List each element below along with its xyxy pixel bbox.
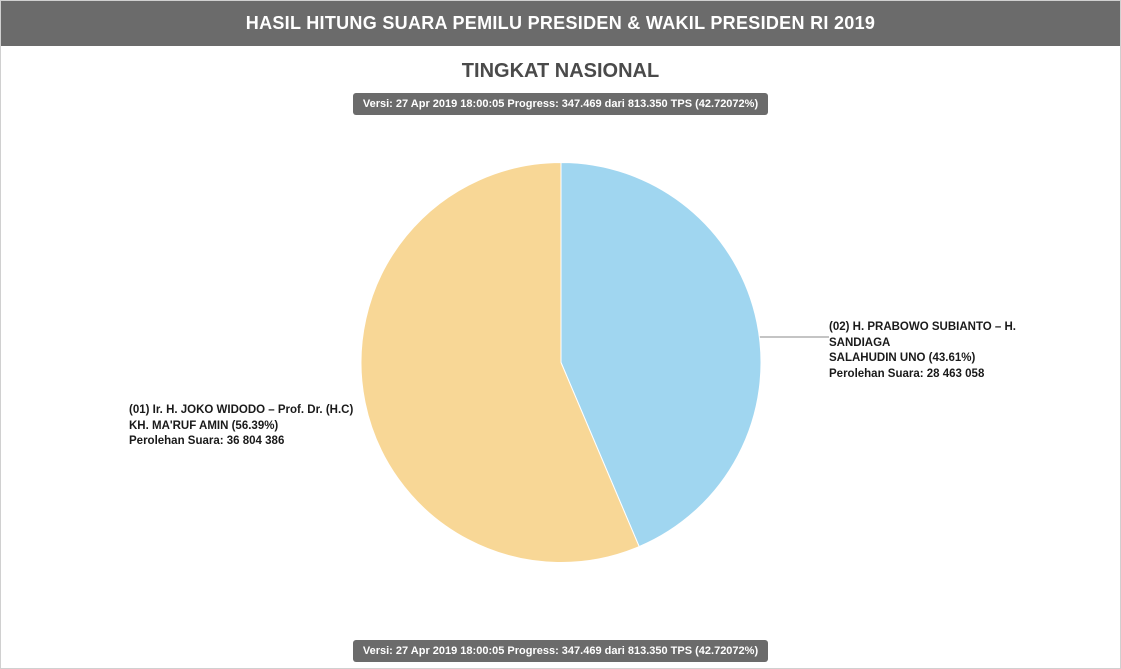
version-badge-bottom: Versi: 27 Apr 2019 18:00:05 Progress: 34… [353, 640, 768, 662]
slice-label-paslon01: (01) Ir. H. JOKO WIDODO – Prof. Dr. (H.C… [129, 403, 379, 450]
slice-name-line1: (01) Ir. H. JOKO WIDODO – Prof. Dr. (H.C… [129, 403, 379, 419]
pie-chart [361, 163, 761, 568]
slice-name-line2: KH. MA'RUF AMIN (56.39%) [129, 419, 379, 435]
slice-label-paslon02: (02) H. PRABOWO SUBIANTO – H. SANDIAGA S… [829, 320, 1079, 382]
bottom-badge-wrap: Versi: 27 Apr 2019 18:00:05 Progress: 34… [0, 640, 1121, 662]
pie-chart-area: (02) H. PRABOWO SUBIANTO – H. SANDIAGA S… [19, 125, 1102, 605]
content-area: TINGKAT NASIONAL Versi: 27 Apr 2019 18:0… [1, 46, 1120, 615]
subtitle: TINGKAT NASIONAL [19, 60, 1102, 83]
page-title: HASIL HITUNG SUARA PEMILU PRESIDEN & WAK… [246, 13, 875, 33]
slice-name-line1: (02) H. PRABOWO SUBIANTO – H. SANDIAGA [829, 320, 1079, 351]
slice-name-line2: SALAHUDIN UNO (43.61%) [829, 351, 1079, 367]
leader-line-right [759, 336, 829, 338]
pie-svg [361, 163, 761, 563]
slice-votes: Perolehan Suara: 28 463 058 [829, 367, 1079, 383]
version-badge-top: Versi: 27 Apr 2019 18:00:05 Progress: 34… [353, 93, 768, 115]
slice-votes: Perolehan Suara: 36 804 386 [129, 434, 379, 450]
page-header: HASIL HITUNG SUARA PEMILU PRESIDEN & WAK… [1, 1, 1120, 46]
